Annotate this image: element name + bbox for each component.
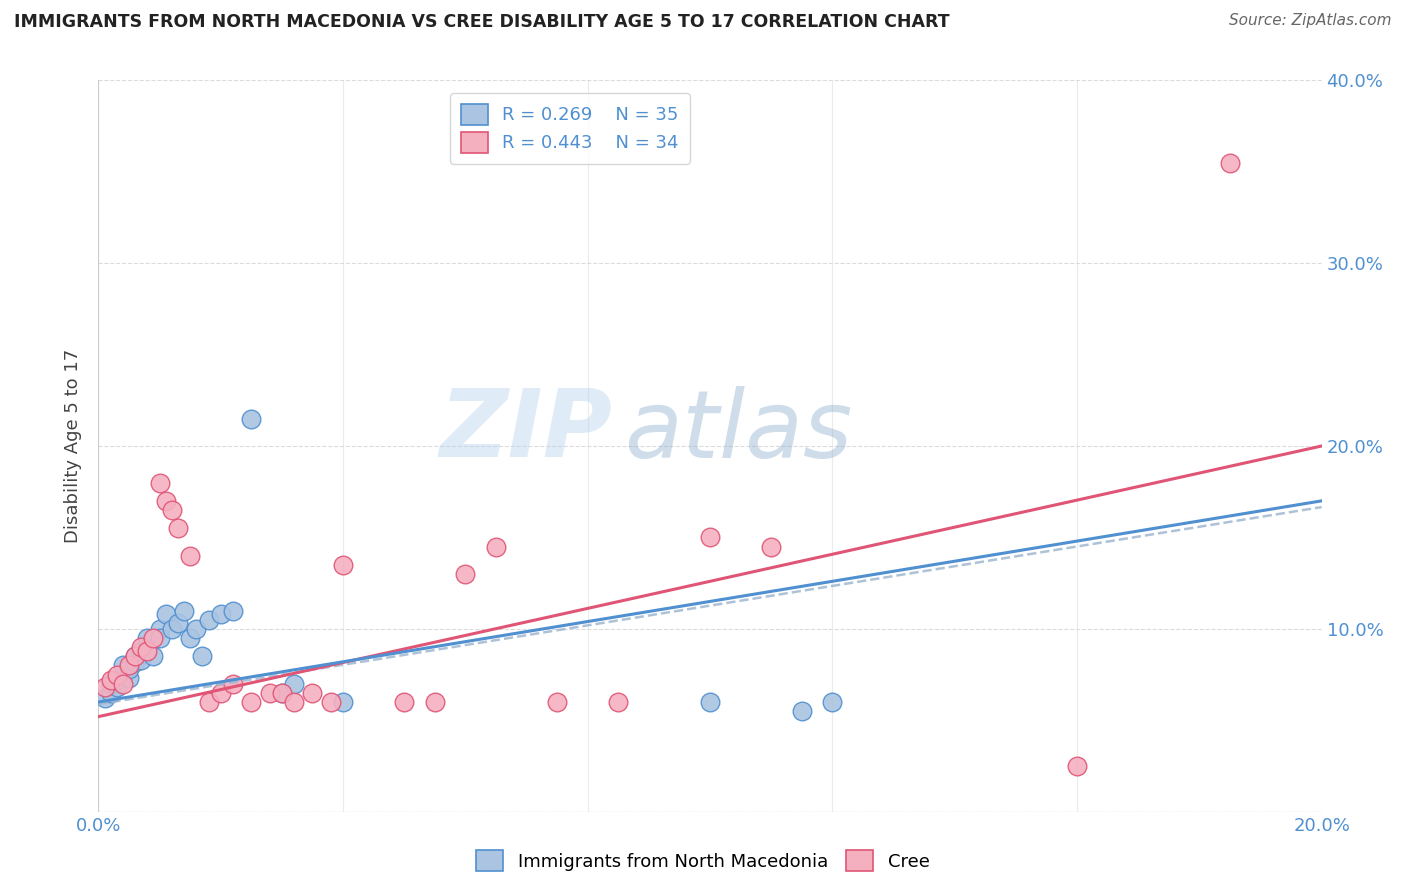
Point bbox=[240, 695, 263, 709]
Point bbox=[93, 691, 115, 706]
Point bbox=[240, 411, 263, 425]
Point bbox=[699, 695, 721, 709]
Point bbox=[283, 676, 305, 690]
Point bbox=[124, 649, 146, 664]
Point bbox=[111, 658, 134, 673]
Point bbox=[124, 655, 146, 669]
Point bbox=[283, 695, 305, 709]
Text: IMMIGRANTS FROM NORTH MACEDONIA VS CREE DISABILITY AGE 5 TO 17 CORRELATION CHART: IMMIGRANTS FROM NORTH MACEDONIA VS CREE … bbox=[14, 13, 949, 31]
Point bbox=[270, 686, 292, 700]
Point bbox=[100, 676, 122, 690]
Point bbox=[142, 649, 165, 664]
Point bbox=[332, 558, 354, 572]
Point bbox=[191, 649, 214, 664]
Point bbox=[186, 622, 208, 636]
Point bbox=[118, 662, 141, 676]
Point bbox=[222, 603, 245, 617]
Point bbox=[167, 521, 190, 535]
Text: ZIP: ZIP bbox=[439, 385, 612, 477]
Point bbox=[100, 686, 122, 700]
Point bbox=[821, 695, 844, 709]
Point bbox=[136, 640, 159, 655]
Point bbox=[118, 671, 141, 685]
Point bbox=[301, 686, 323, 700]
Point bbox=[129, 640, 152, 655]
Point bbox=[790, 704, 813, 718]
Point bbox=[454, 567, 477, 582]
Text: atlas: atlas bbox=[624, 386, 852, 477]
Point bbox=[270, 686, 292, 700]
Point bbox=[149, 475, 172, 490]
Point bbox=[1219, 155, 1241, 169]
Point bbox=[118, 658, 141, 673]
Point bbox=[319, 695, 342, 709]
Text: Source: ZipAtlas.com: Source: ZipAtlas.com bbox=[1229, 13, 1392, 29]
Point bbox=[759, 540, 782, 554]
Point bbox=[209, 607, 232, 622]
Point bbox=[142, 631, 165, 645]
Point bbox=[259, 686, 281, 700]
Point bbox=[136, 644, 159, 658]
Legend: R = 0.269    N = 35, R = 0.443    N = 34: R = 0.269 N = 35, R = 0.443 N = 34 bbox=[450, 93, 690, 163]
Point bbox=[197, 613, 219, 627]
Point bbox=[607, 695, 630, 709]
Point bbox=[93, 681, 115, 695]
Point bbox=[124, 649, 146, 664]
Point bbox=[160, 503, 183, 517]
Point bbox=[209, 686, 232, 700]
Point bbox=[222, 676, 245, 690]
Point bbox=[111, 676, 134, 690]
Point bbox=[129, 653, 152, 667]
Point bbox=[179, 549, 201, 563]
Legend: Immigrants from North Macedonia, Cree: Immigrants from North Macedonia, Cree bbox=[470, 843, 936, 879]
Point bbox=[149, 631, 172, 645]
Point bbox=[699, 530, 721, 544]
Point bbox=[105, 667, 128, 681]
Point bbox=[167, 616, 190, 631]
Point bbox=[155, 607, 177, 622]
Point bbox=[179, 631, 201, 645]
Point bbox=[332, 695, 354, 709]
Point bbox=[136, 631, 159, 645]
Point bbox=[160, 622, 183, 636]
Point bbox=[197, 695, 219, 709]
Point bbox=[155, 493, 177, 508]
Point bbox=[111, 667, 134, 681]
Point bbox=[423, 695, 446, 709]
Point bbox=[149, 622, 172, 636]
Point bbox=[105, 681, 128, 695]
Point bbox=[105, 673, 128, 687]
Point bbox=[485, 540, 508, 554]
Point bbox=[1066, 759, 1088, 773]
Point bbox=[100, 673, 122, 687]
Point bbox=[129, 644, 152, 658]
Point bbox=[546, 695, 568, 709]
Point bbox=[392, 695, 416, 709]
Point bbox=[173, 603, 195, 617]
Y-axis label: Disability Age 5 to 17: Disability Age 5 to 17 bbox=[65, 349, 83, 543]
